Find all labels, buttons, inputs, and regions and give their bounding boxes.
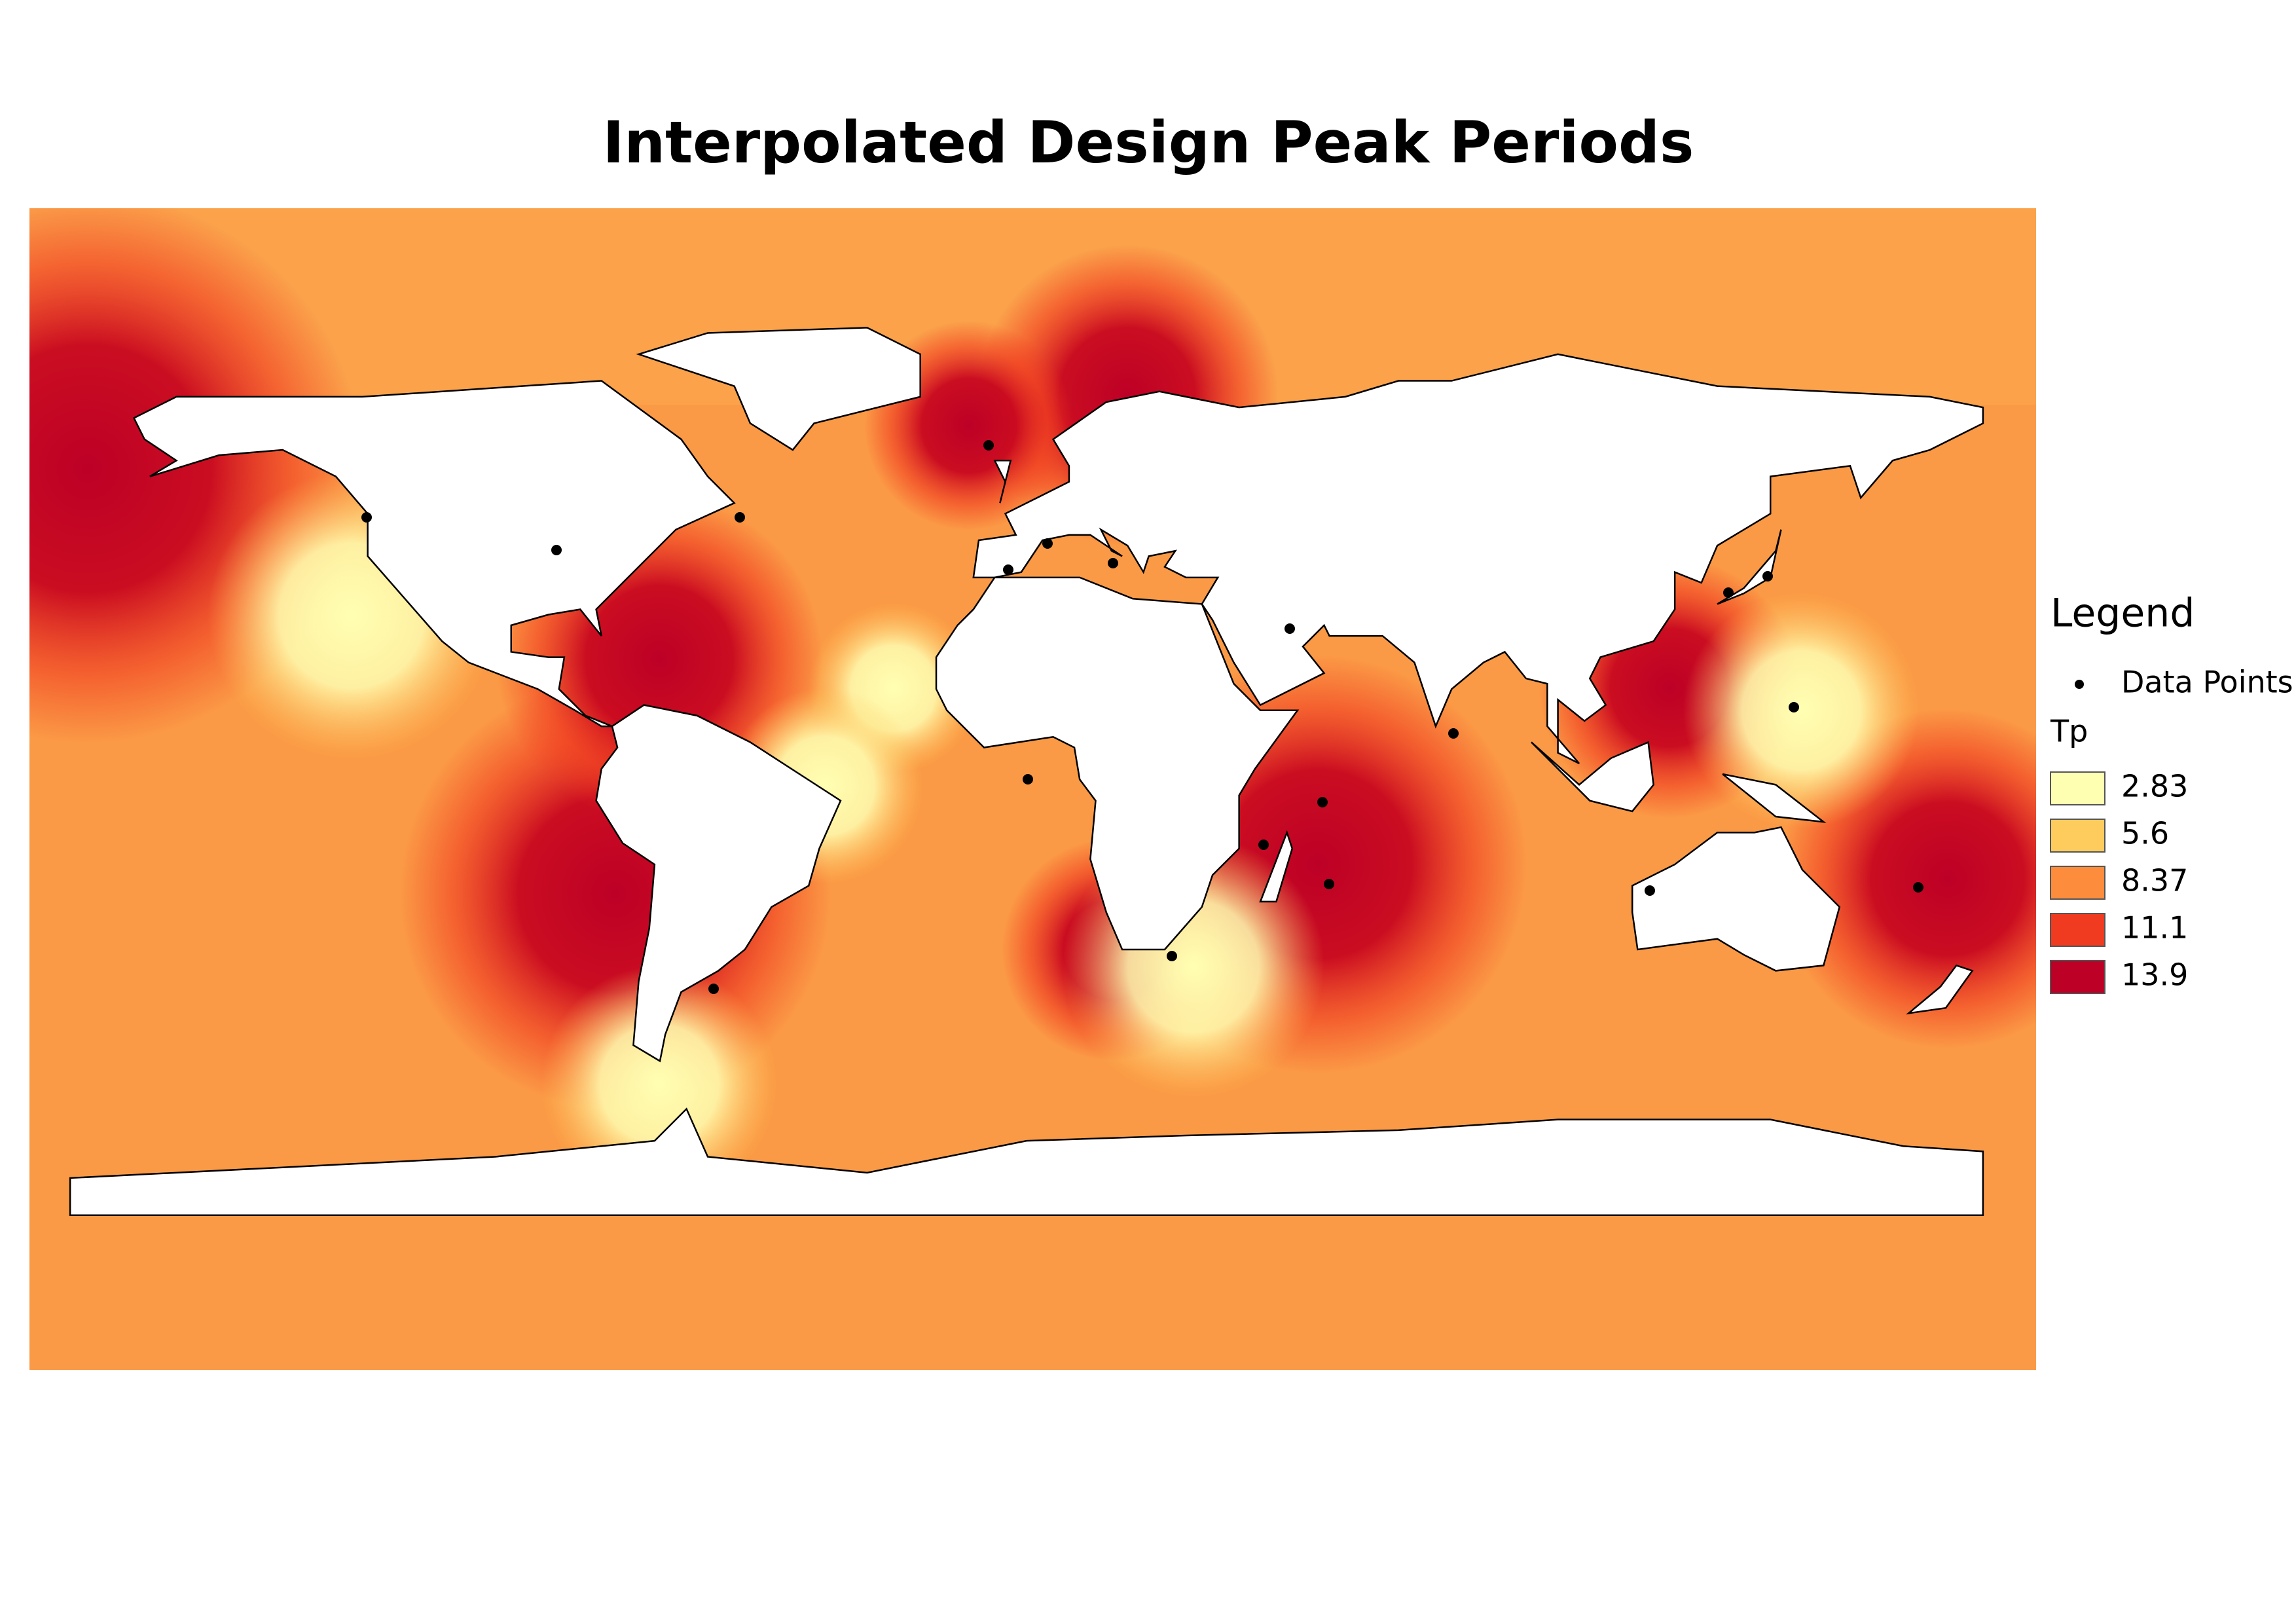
legend: Legend Data Points Tp 2.83 5.6 8.37 11.1 13.… [2050,591,2293,994]
map-title: Interpolated Design Peak Periods [603,109,1694,176]
legend-swatch [2050,771,2105,805]
legend-class-label: 13.9 [2121,957,2188,993]
legend-class-label: 11.1 [2121,910,2188,946]
legend-title: Legend [2050,591,2195,637]
legend-class-label: 5.6 [2121,816,2169,851]
legend-swatch [2050,960,2105,994]
map [29,208,2036,1370]
legend-swatch [2050,819,2105,853]
legend-class-label: 8.37 [2121,863,2188,898]
legend-ramp-title: Tp [2050,714,2088,749]
legend-class-label: 2.83 [2121,769,2188,804]
legend-swatch [2050,913,2105,947]
legend-point-symbol [2075,680,2084,689]
legend-points-label: Data Points [2121,665,2293,700]
legend-swatch [2050,866,2105,900]
